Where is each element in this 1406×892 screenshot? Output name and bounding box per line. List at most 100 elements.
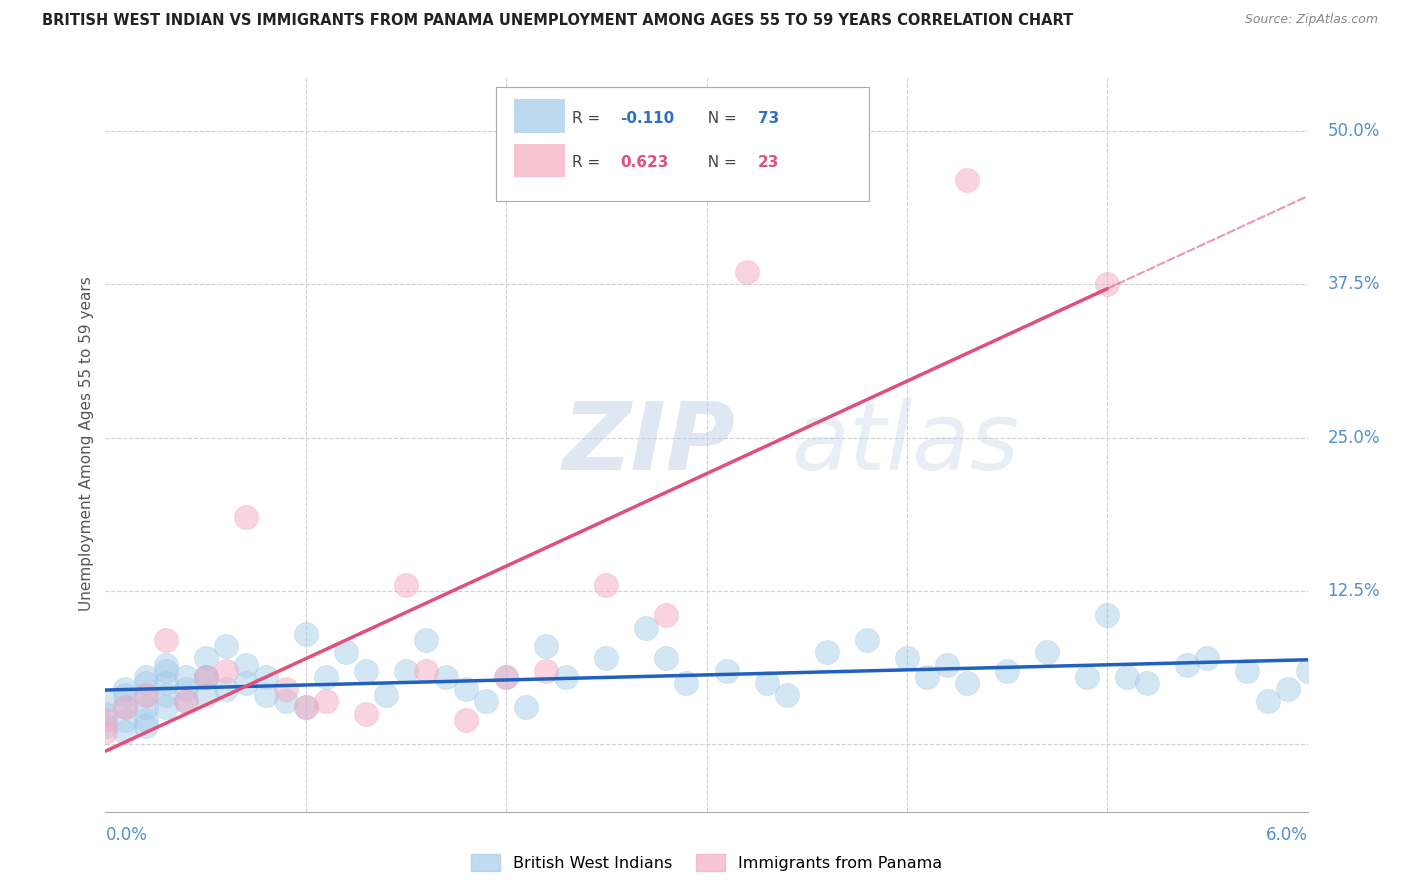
Point — [295, 627, 318, 641]
Text: atlas: atlas — [790, 398, 1019, 490]
Point — [915, 670, 938, 684]
Point — [194, 670, 217, 684]
Text: 6.0%: 6.0% — [1265, 826, 1308, 845]
Text: R =: R = — [572, 155, 605, 170]
Point — [454, 681, 477, 696]
Point — [274, 694, 297, 708]
Point — [716, 664, 738, 678]
Point — [495, 670, 517, 684]
Point — [135, 713, 157, 727]
Text: 50.0%: 50.0% — [1327, 122, 1381, 140]
Text: 73: 73 — [758, 111, 779, 126]
Point — [94, 719, 117, 733]
Point — [1257, 694, 1279, 708]
Text: 12.5%: 12.5% — [1327, 582, 1381, 600]
Point — [1097, 277, 1119, 292]
Point — [454, 713, 477, 727]
Point — [855, 633, 877, 648]
Point — [174, 670, 197, 684]
Point — [114, 681, 136, 696]
Point — [114, 688, 136, 702]
Point — [755, 676, 778, 690]
Point — [1175, 657, 1198, 672]
Point — [155, 664, 177, 678]
Point — [135, 719, 157, 733]
Point — [135, 688, 157, 702]
Point — [94, 725, 117, 739]
Point — [135, 670, 157, 684]
Point — [735, 265, 758, 279]
Point — [235, 676, 257, 690]
Point — [1136, 676, 1159, 690]
Point — [155, 657, 177, 672]
Point — [655, 608, 678, 623]
Text: BRITISH WEST INDIAN VS IMMIGRANTS FROM PANAMA UNEMPLOYMENT AMONG AGES 55 TO 59 Y: BRITISH WEST INDIAN VS IMMIGRANTS FROM P… — [42, 13, 1073, 29]
Point — [815, 645, 838, 659]
Point — [335, 645, 357, 659]
Point — [254, 688, 277, 702]
Point — [155, 633, 177, 648]
Point — [214, 681, 236, 696]
Point — [135, 676, 157, 690]
Point — [415, 664, 437, 678]
Text: 0.0%: 0.0% — [105, 826, 148, 845]
Point — [1097, 608, 1119, 623]
Point — [315, 670, 337, 684]
Point — [194, 651, 217, 665]
Point — [155, 700, 177, 714]
Point — [936, 657, 959, 672]
Point — [534, 639, 557, 653]
Point — [1277, 681, 1299, 696]
Point — [254, 670, 277, 684]
Point — [135, 700, 157, 714]
Point — [495, 670, 517, 684]
Point — [995, 664, 1018, 678]
Point — [114, 725, 136, 739]
Point — [135, 688, 157, 702]
Point — [155, 688, 177, 702]
Point — [395, 664, 418, 678]
Point — [174, 681, 197, 696]
FancyBboxPatch shape — [515, 144, 565, 178]
Point — [595, 578, 617, 592]
Text: 0.623: 0.623 — [620, 155, 668, 170]
Point — [956, 676, 979, 690]
Text: Source: ZipAtlas.com: Source: ZipAtlas.com — [1244, 13, 1378, 27]
Point — [174, 694, 197, 708]
Point — [354, 706, 377, 721]
Text: 37.5%: 37.5% — [1327, 276, 1381, 293]
Point — [295, 700, 318, 714]
Point — [235, 510, 257, 524]
Text: 23: 23 — [758, 155, 779, 170]
Point — [1296, 664, 1319, 678]
Text: N =: N = — [699, 111, 742, 126]
Point — [315, 694, 337, 708]
Point — [354, 664, 377, 678]
Point — [94, 713, 117, 727]
Point — [1116, 670, 1139, 684]
Y-axis label: Unemployment Among Ages 55 to 59 years: Unemployment Among Ages 55 to 59 years — [79, 277, 94, 611]
Point — [155, 676, 177, 690]
Point — [555, 670, 578, 684]
Point — [114, 713, 136, 727]
Point — [475, 694, 498, 708]
Text: R =: R = — [572, 111, 605, 126]
Point — [776, 688, 799, 702]
Point — [194, 670, 217, 684]
Point — [655, 651, 678, 665]
Text: 25.0%: 25.0% — [1327, 429, 1381, 447]
Point — [395, 578, 418, 592]
Point — [94, 706, 117, 721]
Point — [434, 670, 457, 684]
Point — [1036, 645, 1059, 659]
Point — [956, 173, 979, 187]
Point — [1076, 670, 1098, 684]
Legend: British West Indians, Immigrants from Panama: British West Indians, Immigrants from Pa… — [465, 848, 948, 878]
FancyBboxPatch shape — [515, 99, 565, 133]
Point — [94, 694, 117, 708]
Point — [636, 621, 658, 635]
Point — [595, 651, 617, 665]
Point — [675, 676, 697, 690]
Point — [534, 664, 557, 678]
Point — [214, 664, 236, 678]
